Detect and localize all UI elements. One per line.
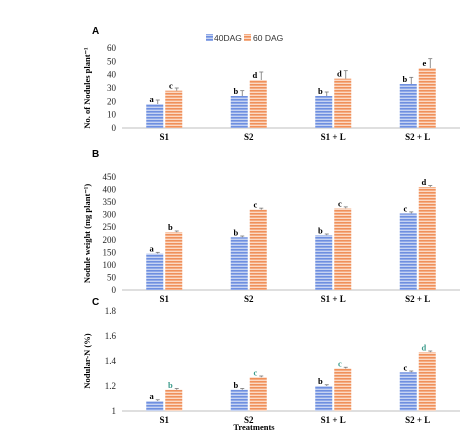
legend-label-60dag: 60 DAG bbox=[253, 33, 283, 43]
panel-b-letter: B bbox=[92, 149, 99, 160]
sig-label-60-dag-s1-l: c bbox=[338, 359, 342, 369]
x-tick-label-s1-l: S1 + L bbox=[321, 294, 346, 304]
y-axis-title: Nodule weight (mg plant⁻¹) bbox=[82, 184, 92, 284]
legend-label-40dag: 40DAG bbox=[214, 33, 242, 43]
sig-label-40dag-s2: b bbox=[234, 227, 239, 237]
sig-label-60-dag-s2: c bbox=[253, 367, 257, 377]
panel-c-chart: 1 1.2 1.4 1.6 1.8 Nodular-N (%) a b S1 b c S2 b c S1 +… bbox=[82, 306, 460, 425]
y-tick-label: 250 bbox=[103, 222, 117, 232]
bar-60-dag-s1-l bbox=[334, 78, 352, 128]
sig-label-60-dag-s2: d bbox=[253, 70, 258, 80]
legend-swatch-40dag bbox=[206, 34, 213, 41]
y-tick-label: 30 bbox=[107, 83, 117, 93]
sig-label-40dag-s1-l: b bbox=[318, 376, 323, 386]
y-tick-label: 1.4 bbox=[105, 356, 117, 366]
x-tick-label-s2: S2 bbox=[244, 132, 254, 142]
bar-40dag-s1 bbox=[146, 104, 164, 128]
legend: 40DAG 60 DAG bbox=[206, 33, 283, 43]
bar-60-dag-s2-l bbox=[418, 68, 436, 128]
legend-swatch-60dag bbox=[244, 34, 251, 41]
y-tick-label: 50 bbox=[107, 56, 117, 66]
panel-c-letter: C bbox=[92, 297, 99, 308]
x-tick-label-s1: S1 bbox=[159, 132, 169, 142]
bar-60-dag-s2-l bbox=[418, 187, 436, 290]
y-tick-label: 300 bbox=[103, 210, 117, 220]
panel-a-letter: A bbox=[92, 26, 99, 37]
x-axis-title: Treatments bbox=[233, 422, 275, 432]
sig-label-40dag-s1: a bbox=[150, 244, 155, 254]
y-tick-label: 0 bbox=[112, 123, 117, 133]
x-tick-label-s1-l: S1 + L bbox=[321, 132, 346, 142]
sig-label-40dag-s1-l: b bbox=[318, 86, 323, 96]
bar-60-dag-s1-l bbox=[334, 368, 352, 411]
y-tick-label: 1.2 bbox=[105, 381, 116, 391]
y-tick-label: 150 bbox=[103, 247, 117, 257]
sig-label-60-dag-s2-l: e bbox=[422, 58, 426, 68]
y-tick-label: 350 bbox=[103, 197, 117, 207]
bar-40dag-s1-l bbox=[315, 96, 333, 128]
bar-40dag-s1-l bbox=[315, 235, 333, 290]
y-tick-label: 60 bbox=[107, 43, 117, 53]
panel-b-chart: 0 50 100 150 200 250 300 350 400 450 Nodule weight… bbox=[82, 172, 460, 304]
bar-60-dag-s2-l bbox=[418, 352, 436, 411]
y-tick-label: 10 bbox=[107, 110, 117, 120]
sig-label-60-dag-s2-l: d bbox=[422, 177, 427, 187]
x-tick-label-s1: S1 bbox=[159, 415, 169, 425]
bar-40dag-s2 bbox=[230, 96, 248, 128]
sig-label-40dag-s2-l: c bbox=[403, 362, 407, 372]
y-axis-title: No. of Nodules plant⁻¹ bbox=[82, 47, 92, 129]
bar-40dag-s2 bbox=[230, 389, 248, 411]
sig-label-40dag-s2-l: c bbox=[403, 203, 407, 213]
x-tick-label-s2-l: S2 + L bbox=[405, 294, 430, 304]
bar-60-dag-s1-l bbox=[334, 208, 352, 290]
sig-label-60-dag-s2-l: d bbox=[422, 342, 427, 352]
sig-label-40dag-s2-l: b bbox=[403, 74, 408, 84]
sig-label-40dag-s2: b bbox=[234, 86, 239, 96]
y-tick-label: 20 bbox=[107, 96, 117, 106]
bar-40dag-s1 bbox=[146, 253, 164, 290]
x-tick-label-s1: S1 bbox=[159, 294, 169, 304]
bar-60-dag-s1 bbox=[165, 389, 183, 411]
bar-40dag-s1 bbox=[146, 401, 164, 411]
y-tick-label: 40 bbox=[107, 70, 117, 80]
sig-label-60-dag-s1-l: d bbox=[337, 69, 342, 79]
bar-40dag-s2-l bbox=[399, 213, 417, 290]
sig-label-40dag-s2: b bbox=[234, 380, 239, 390]
sig-label-40dag-s1: a bbox=[150, 94, 155, 104]
sig-label-60-dag-s2: c bbox=[253, 200, 257, 210]
y-tick-label: 100 bbox=[103, 260, 117, 270]
y-tick-label: 1.6 bbox=[105, 331, 117, 341]
x-tick-label-s2-l: S2 + L bbox=[405, 132, 430, 142]
bar-60-dag-s1 bbox=[165, 232, 183, 290]
sig-label-60-dag-s1-l: c bbox=[338, 198, 342, 208]
panel-a-chart: 0 10 20 30 40 50 60 No. of Nodules plant⁻¹ a c S1 b… bbox=[82, 43, 460, 142]
x-tick-label-s2: S2 bbox=[244, 294, 254, 304]
y-axis-title: Nodular-N (%) bbox=[82, 333, 92, 388]
sig-label-60-dag-s1: b bbox=[168, 380, 173, 390]
bar-40dag-s1-l bbox=[315, 386, 333, 411]
y-tick-label: 200 bbox=[103, 235, 117, 245]
x-tick-label-s2: S2 bbox=[244, 415, 254, 425]
bar-40dag-s2 bbox=[230, 237, 248, 290]
sig-label-60-dag-s1: c bbox=[169, 81, 173, 91]
sig-label-40dag-s1: a bbox=[150, 391, 155, 401]
y-tick-label: 1.8 bbox=[105, 306, 117, 316]
x-tick-label-s2-l: S2 + L bbox=[405, 415, 430, 425]
x-tick-label-s1-l: S1 + L bbox=[321, 415, 346, 425]
sig-label-60-dag-s1: b bbox=[168, 222, 173, 232]
y-tick-label: 450 bbox=[103, 172, 117, 182]
bar-40dag-s2-l bbox=[399, 372, 417, 411]
bar-60-dag-s2 bbox=[249, 377, 267, 411]
bar-60-dag-s2 bbox=[249, 209, 267, 290]
y-tick-label: 1 bbox=[112, 406, 117, 416]
y-tick-label: 50 bbox=[107, 272, 117, 282]
bar-60-dag-s1 bbox=[165, 90, 183, 128]
y-tick-label: 0 bbox=[112, 285, 117, 295]
bar-40dag-s2-l bbox=[399, 84, 417, 128]
bar-60-dag-s2 bbox=[249, 80, 267, 128]
sig-label-40dag-s1-l: b bbox=[318, 225, 323, 235]
y-tick-label: 400 bbox=[103, 185, 117, 195]
